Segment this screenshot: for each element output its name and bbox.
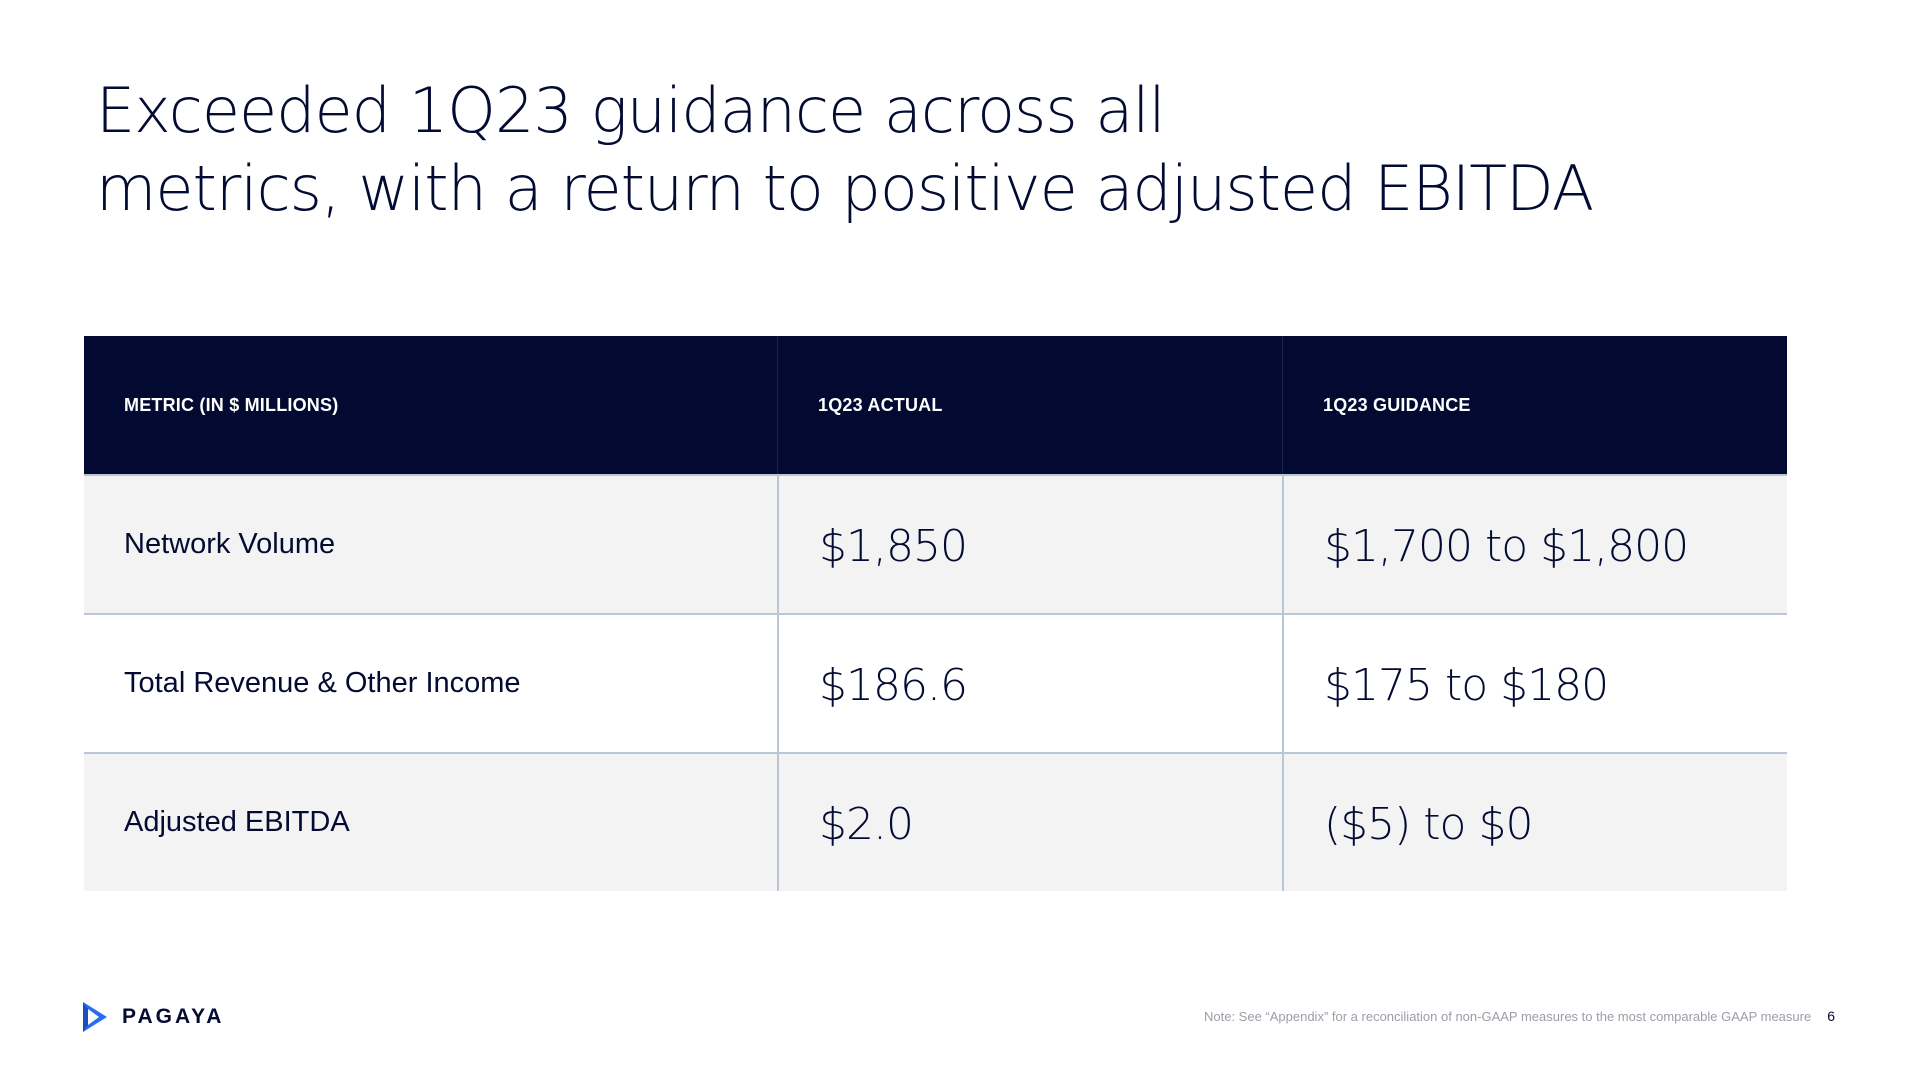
- header-metric: METRIC (IN $ MILLIONS): [124, 394, 339, 415]
- actual-cell: $2.0: [777, 754, 1282, 891]
- guidance-cell: $1,700 to $1,800: [1282, 476, 1787, 613]
- footer: Note: See “Appendix” for a reconciliatio…: [1204, 1008, 1835, 1024]
- logo-text: PAGAYA: [122, 1005, 225, 1028]
- guidance-table: METRIC (IN $ MILLIONS) 1Q23 ACTUAL 1Q23 …: [84, 336, 1787, 891]
- pagaya-logo: PAGAYA: [80, 1000, 224, 1034]
- page-title: Exceeded 1Q23 guidance across all metric…: [96, 72, 1596, 228]
- table-row: Network Volume $1,850 $1,700 to $1,800: [84, 474, 1787, 613]
- metric-cell: Adjusted EBITDA: [124, 806, 350, 838]
- table-row: Adjusted EBITDA $2.0 ($5) to $0: [84, 752, 1787, 891]
- page-number: 6: [1827, 1008, 1835, 1024]
- actual-cell: $1,850: [777, 476, 1282, 613]
- header-guidance: 1Q23 GUIDANCE: [1282, 336, 1787, 474]
- title-line-1: Exceeded 1Q23 guidance across all: [96, 74, 1166, 147]
- actual-cell: $186.6: [777, 615, 1282, 752]
- table-header: METRIC (IN $ MILLIONS) 1Q23 ACTUAL 1Q23 …: [84, 336, 1787, 474]
- guidance-cell: ($5) to $0: [1282, 754, 1787, 891]
- pagaya-logo-icon: [83, 1002, 107, 1032]
- metric-cell: Network Volume: [124, 528, 336, 560]
- guidance-cell: $175 to $180: [1282, 615, 1787, 752]
- header-actual: 1Q23 ACTUAL: [777, 336, 1282, 474]
- table-row: Total Revenue & Other Income $186.6 $175…: [84, 613, 1787, 752]
- title-line-2: metrics, with a return to positive adjus…: [96, 152, 1594, 225]
- metric-cell: Total Revenue & Other Income: [124, 667, 521, 699]
- footnote-text: Note: See “Appendix” for a reconciliatio…: [1203, 1008, 1812, 1024]
